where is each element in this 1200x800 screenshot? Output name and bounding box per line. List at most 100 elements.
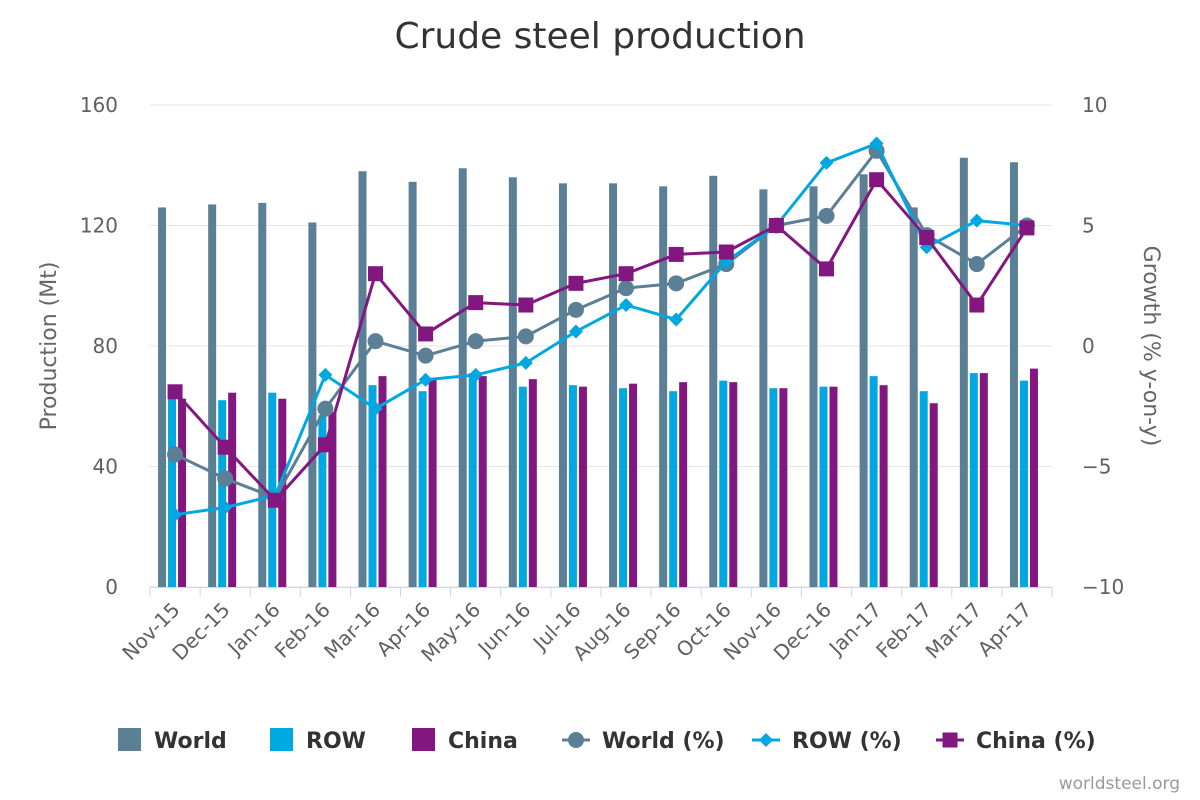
point-china xyxy=(969,297,985,313)
point-world xyxy=(167,446,184,463)
legend-label: World xyxy=(154,729,227,754)
point-row xyxy=(669,312,684,327)
point-world xyxy=(618,280,635,297)
point-china xyxy=(718,244,734,260)
bar-row xyxy=(568,385,577,587)
legend-item-china[interactable]: China xyxy=(412,728,518,754)
bar-world xyxy=(208,204,217,587)
bar-world xyxy=(959,157,968,587)
legend-label: China xyxy=(448,729,518,754)
bar-row xyxy=(619,388,628,587)
bar-row xyxy=(218,400,227,587)
bar-china xyxy=(929,403,938,587)
point-row xyxy=(869,136,884,151)
bar-row xyxy=(669,391,678,587)
bar-row xyxy=(518,386,527,587)
x-tick-label: Mar-17 xyxy=(921,598,987,664)
point-china xyxy=(919,230,935,246)
bar-row xyxy=(368,385,377,587)
point-world xyxy=(968,256,985,273)
legend-item-world[interactable]: World (%) xyxy=(562,729,725,754)
point-row xyxy=(218,500,233,515)
point-world xyxy=(668,275,685,292)
legend-swatch xyxy=(118,728,141,751)
bar-world xyxy=(558,183,567,587)
bar-world xyxy=(909,207,918,588)
y-right-tick-label: 5 xyxy=(1082,214,1095,238)
point-world xyxy=(467,333,484,350)
legend-swatch xyxy=(270,728,293,751)
legend-swatch xyxy=(412,728,435,751)
bar-china xyxy=(679,382,688,587)
y-right-tick-label: 0 xyxy=(1082,334,1095,358)
bar-world xyxy=(358,171,367,587)
legend-marker xyxy=(942,732,958,748)
bar-china xyxy=(478,376,487,587)
legend-item-china[interactable]: China (%) xyxy=(936,729,1096,754)
bar-world xyxy=(809,186,818,587)
point-china xyxy=(368,266,383,282)
point-row xyxy=(819,155,834,170)
point-china xyxy=(1019,220,1035,236)
bar-row xyxy=(468,373,477,587)
point-world xyxy=(417,347,434,364)
bar-china xyxy=(578,386,587,587)
point-row xyxy=(318,367,333,382)
point-china xyxy=(217,439,233,455)
point-china xyxy=(518,297,534,313)
bar-china xyxy=(1029,368,1038,587)
x-tick-label: Sep-16 xyxy=(619,598,686,665)
legend-item-world[interactable]: World xyxy=(118,728,227,754)
point-china xyxy=(568,275,584,291)
y-left-tick-label: 40 xyxy=(93,455,118,479)
bar-china xyxy=(979,373,988,587)
y-left-tick-label: 160 xyxy=(80,93,118,117)
bar-row xyxy=(919,391,928,587)
bar-row xyxy=(318,415,327,587)
x-tick-label: Apr-17 xyxy=(973,598,1037,662)
bar-row xyxy=(719,380,728,587)
point-world xyxy=(517,328,534,345)
legend-label: ROW xyxy=(306,729,366,754)
legend-label: ROW (%) xyxy=(792,729,902,754)
x-tick-label: Mar-16 xyxy=(319,598,385,664)
point-china xyxy=(768,218,784,233)
y-left-tick-label: 0 xyxy=(105,575,118,599)
bar-world xyxy=(158,207,167,588)
bar-world xyxy=(1009,162,1018,588)
line-row xyxy=(174,142,1028,517)
bar-row xyxy=(769,388,778,587)
bar-china xyxy=(178,398,187,587)
bar-row xyxy=(869,376,878,587)
bar-china xyxy=(328,412,337,587)
bar-row xyxy=(969,373,978,587)
line-china xyxy=(173,178,1029,502)
bar-china xyxy=(879,385,888,587)
bar-world xyxy=(258,202,267,587)
point-row xyxy=(468,367,483,382)
point-china xyxy=(668,246,684,262)
bar-china xyxy=(829,386,838,587)
y-right-tick-label: −5 xyxy=(1082,455,1111,479)
legend[interactable]: World ROW China World (%) ROW (%) China (%) xyxy=(118,728,1096,754)
bar-china xyxy=(428,379,437,587)
point-china xyxy=(418,326,434,342)
point-china xyxy=(167,384,183,400)
legend-label: World (%) xyxy=(602,729,725,754)
y-left-tick-label: 120 xyxy=(80,214,118,238)
bar-china xyxy=(729,382,738,587)
chart-credit[interactable]: worldsteel.org xyxy=(1059,774,1180,794)
y-right-tick-label: −10 xyxy=(1082,575,1124,599)
legend-item-row[interactable]: ROW (%) xyxy=(752,729,902,754)
bar-world xyxy=(759,189,768,587)
legend-item-row[interactable]: ROW xyxy=(270,728,366,754)
bar-world xyxy=(709,175,718,587)
point-row xyxy=(518,355,533,370)
x-tick-label: Jun-16 xyxy=(472,598,536,662)
point-china xyxy=(618,266,634,282)
bar-china xyxy=(629,383,638,587)
line-world xyxy=(174,149,1028,500)
bar-world xyxy=(659,186,668,587)
bar-world xyxy=(609,183,618,587)
